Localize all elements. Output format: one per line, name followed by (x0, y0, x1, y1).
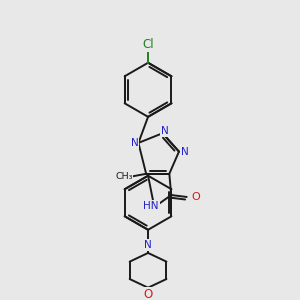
Text: CH₃: CH₃ (115, 172, 133, 181)
Text: Cl: Cl (142, 38, 154, 51)
Text: O: O (143, 288, 153, 300)
Text: O: O (191, 192, 200, 202)
Text: N: N (160, 126, 168, 136)
Text: N: N (131, 138, 138, 148)
Text: N: N (144, 240, 152, 250)
Text: N: N (181, 147, 189, 157)
Text: HN: HN (143, 201, 159, 211)
